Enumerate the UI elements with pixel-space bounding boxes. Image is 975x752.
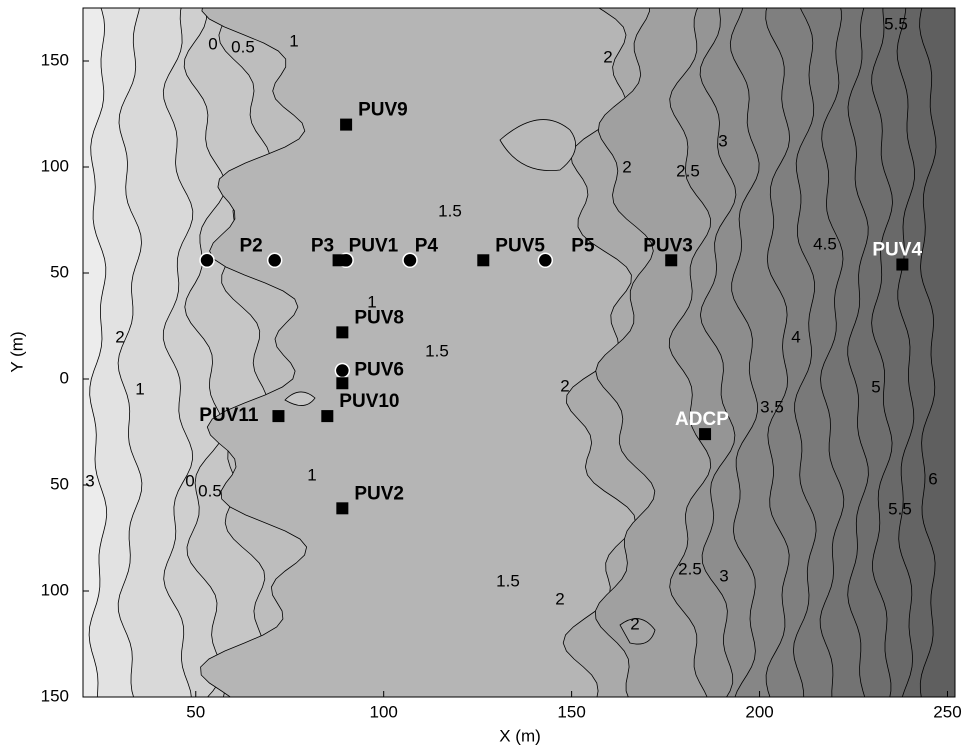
station-marker <box>896 258 909 271</box>
station-label: PUV8 <box>354 307 404 328</box>
contour-label: 2 <box>115 327 124 346</box>
station-marker <box>336 377 349 390</box>
station-marker <box>336 326 349 339</box>
contour-label: 5.5 <box>888 499 912 518</box>
y-tick-label: 0 <box>60 368 69 387</box>
y-tick-label: 100 <box>41 580 69 599</box>
contour-field: 0 0.5 122 2.531.54.5453.565.521.51100.52131… <box>83 8 955 697</box>
contour-label: 4.5 <box>813 234 837 253</box>
x-tick-label: 100 <box>370 702 398 721</box>
contour-label: 1 <box>289 31 298 50</box>
contour-label: 6 <box>928 469 937 488</box>
contour-label: 0 <box>185 471 194 490</box>
contour-label: 0 <box>208 34 217 53</box>
station-label: PUV5 <box>495 235 545 256</box>
contour-line <box>871 8 893 697</box>
contour-line <box>792 8 817 697</box>
x-tick-label: 200 <box>745 702 773 721</box>
contour-label: 3 <box>718 131 727 150</box>
contour-line <box>668 8 712 697</box>
contour-label: 2 <box>603 47 612 66</box>
y-tick-label: 50 <box>50 474 69 493</box>
contour-label: 1 <box>307 465 316 484</box>
contour-line <box>594 8 656 697</box>
contour-label: 2.5 <box>676 161 700 180</box>
contour-label: 2.5 <box>678 559 702 578</box>
contour-label: 1 <box>135 379 144 398</box>
station-label: P5 <box>571 235 595 256</box>
contour-line <box>729 8 760 697</box>
contour-label: 1.5 <box>425 341 449 360</box>
contour-label: 5 <box>871 377 880 396</box>
x-tick-label: 250 <box>933 702 961 721</box>
station-marker <box>334 362 351 379</box>
contour-label: 1.5 <box>438 201 462 220</box>
station-label: PUV3 <box>643 235 693 256</box>
contour-label: 2 <box>622 157 631 176</box>
station-marker <box>402 252 418 269</box>
station-marker <box>336 502 349 515</box>
station-label: P2 <box>239 235 262 256</box>
station-marker <box>537 252 554 269</box>
contour-label: 2 <box>630 614 639 633</box>
y-tick-label: 50 <box>50 262 69 281</box>
station-marker <box>477 254 490 267</box>
station-marker <box>272 410 285 423</box>
contour-label: 2 <box>555 589 564 608</box>
contour-line <box>117 8 143 697</box>
contour-line <box>699 8 737 697</box>
station-label: PUV4 <box>872 240 922 261</box>
station-marker <box>266 252 283 269</box>
station-marker <box>340 118 353 131</box>
contour-label: 3.5 <box>760 397 784 416</box>
plot-frame <box>82 7 956 698</box>
contour-line <box>200 8 308 697</box>
station-label: P4 <box>415 235 439 256</box>
contour-label: 2 <box>560 376 569 395</box>
contour-line <box>162 8 194 697</box>
contour-line <box>919 8 937 697</box>
x-axis-label: X (m) <box>499 726 541 745</box>
contour-line <box>218 8 271 697</box>
contour-label: 3 <box>85 471 94 490</box>
contour-label: 1.5 <box>496 571 520 590</box>
band <box>919 8 955 697</box>
contour-line <box>847 8 869 697</box>
contour-line <box>819 8 845 697</box>
contour-line <box>619 618 656 645</box>
station-label: PUV2 <box>354 483 404 504</box>
contour-label: 4 <box>791 327 800 346</box>
contour-line <box>499 119 577 172</box>
station-label: PUV1 <box>349 235 399 256</box>
station-label: PUV11 <box>199 405 259 426</box>
station-label: PUV9 <box>358 100 408 121</box>
contour-line <box>896 8 916 697</box>
station-marker <box>665 254 678 267</box>
station-marker <box>332 254 345 267</box>
contour-line <box>88 8 108 697</box>
contour-line <box>284 391 316 406</box>
contour-label: 0.5 <box>198 481 222 500</box>
station-label: PUV6 <box>354 360 404 381</box>
y-tick-label: 100 <box>41 156 69 175</box>
y-axis-label: Y (m) <box>7 331 26 372</box>
station-label: PUV10 <box>339 391 399 412</box>
contour-label: 0.5 <box>231 37 255 56</box>
contour-label: 5.5 <box>884 14 908 33</box>
station-label: P3 <box>311 235 334 256</box>
contour-label: 1 <box>367 292 376 311</box>
y-tick-label: 150 <box>41 686 69 705</box>
station-marker <box>199 252 215 269</box>
x-tick-label: 50 <box>186 702 205 721</box>
contour-label: 3 <box>719 566 728 585</box>
station-label: ADCP <box>675 409 729 430</box>
x-tick-label: 150 <box>557 702 585 721</box>
contour-line <box>183 8 227 697</box>
station-marker <box>699 428 712 441</box>
y-tick-label: 150 <box>41 50 69 69</box>
contour-line <box>765 8 791 697</box>
station-marker <box>321 410 334 423</box>
